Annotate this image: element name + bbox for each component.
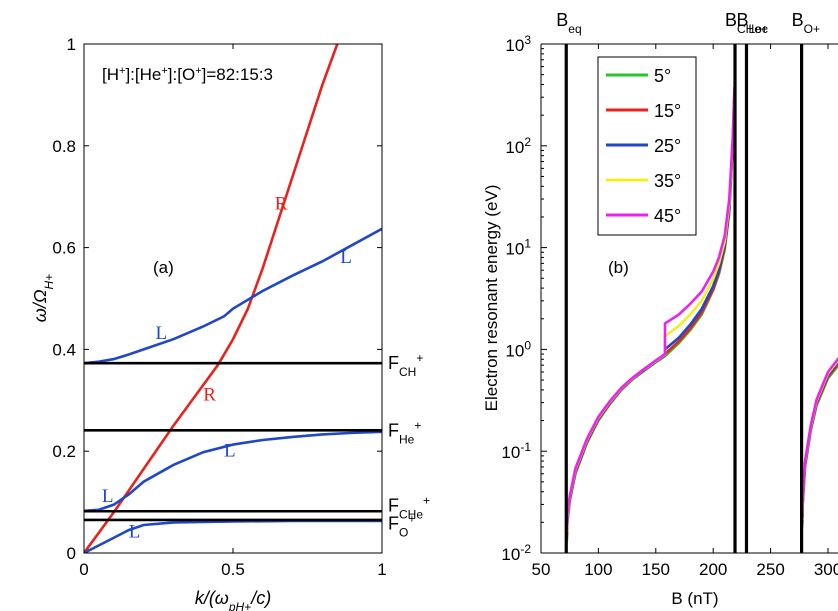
panel-a-xtick-label: 0 [79, 560, 88, 579]
panel-b: (b) B (nT) Electron resonant energy (eV)… [482, 10, 838, 608]
panel-a-annotation: [H+]:[He+]:[O+]=82:15:3 [102, 65, 273, 84]
panel-a-ytick-label: 0.2 [52, 442, 76, 461]
panel-b-vline-label: BLoc [736, 10, 767, 36]
panel-a-curve-label: R [203, 384, 216, 405]
panel-b-series-8 [800, 358, 838, 521]
panel-b-xtick-label: 100 [584, 560, 612, 579]
panel-a-line-label: FCHe+ [388, 494, 430, 522]
panel-b-legend: 5° 15° 25° 35° 45° [597, 56, 697, 236]
panel-b-xtick-label: 300 [814, 560, 838, 579]
panel-b-xlabel: B (nT) [671, 589, 718, 608]
panel-a-ytick-label: 0.6 [52, 239, 76, 258]
panel-a-label: (a) [153, 258, 174, 277]
panel-b-ytick-label: 101 [505, 237, 531, 259]
legend-label: 25° [654, 136, 681, 156]
panel-a-curve-label: L [156, 323, 168, 344]
panel-b-ylabel: Electron resonant energy (eV) [482, 185, 501, 412]
panel-b-vline-label: BCHe+ [725, 10, 768, 36]
panel-b-xtick-label: 250 [756, 560, 784, 579]
panel-a-axes-box [83, 43, 383, 554]
panel-a-series-2 [84, 430, 382, 513]
panel-a: [H+]:[He+]:[O+]=82:15:3 (a) k/(ωpH+/c) ω… [30, 35, 430, 611]
panel-a-ytick-label: 0.8 [52, 137, 76, 156]
panel-a-xtick-label: 1 [377, 560, 386, 579]
panel-b-series-4 [565, 86, 736, 530]
legend-label: 5° [654, 66, 671, 86]
panel-b-vline-label: Beq [556, 10, 581, 36]
panel-a-line-label: FCH+ [388, 351, 423, 379]
panel-a-curve-label: L [224, 440, 236, 461]
legend-label: 45° [654, 206, 681, 226]
panel-b-ytick-label: 10-1 [501, 440, 531, 462]
panel-b-xtick-label: 150 [642, 560, 670, 579]
panel-b-xtick-label: 200 [699, 560, 727, 579]
panel-a-ytick-label: 0 [67, 544, 76, 563]
panel-a-ytick-label: 1 [67, 35, 76, 54]
panel-a-curve-label: L [129, 522, 141, 543]
panel-a-line-label: FO+ [388, 511, 415, 539]
panel-a-curve-label: L [102, 486, 114, 507]
legend-label: 35° [654, 171, 681, 191]
panel-a-curve-label: L [340, 247, 352, 268]
panel-b-ytick-label: 10-2 [501, 542, 531, 564]
legend-label: 15° [654, 101, 681, 121]
panel-a-ytick-label: 0.4 [52, 340, 76, 359]
panel-b-series-7 [800, 360, 838, 523]
panel-b-ytick-label: 100 [505, 338, 531, 360]
panel-b-label: (b) [608, 258, 629, 277]
panel-a-xlabel: k/(ωpH+/c) [195, 588, 271, 611]
panel-b-ytick-label: 102 [505, 135, 531, 157]
panel-b-ytick-label: 103 [505, 33, 531, 55]
panel-a-curve-label: R [275, 193, 288, 214]
panel-a-line-label: FHe+ [388, 418, 421, 446]
panel-a-xtick-label: 0.5 [221, 560, 245, 579]
panel-b-xtick-label: 50 [532, 560, 551, 579]
panel-a-series-1 [84, 227, 382, 365]
panel-b-vline-label: BO+ [792, 10, 820, 36]
panel-a-ylabel: ω/ΩH+ [30, 274, 56, 322]
panel-a-series-0 [84, 44, 339, 553]
